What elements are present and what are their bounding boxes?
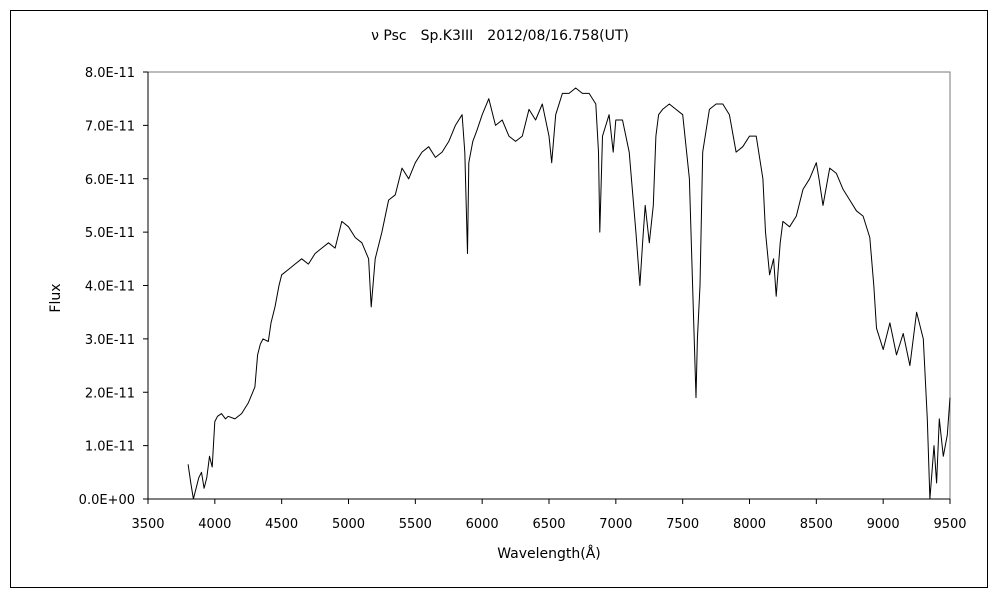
y-tick-label: 1.0E-11 [85,440,135,455]
x-tick-label: 4000 [198,517,231,532]
series-group [187,87,951,500]
y-tick-label: 5.0E-11 [85,226,135,241]
x-tick-label: 9500 [933,517,966,532]
x-tick-label: 5000 [332,517,365,532]
chart-title: ν Psc Sp.K3III 2012/08/16.758(UT) [371,28,629,44]
y-tick-label: 8.0E-11 [85,66,135,81]
x-tick-label: 8500 [800,517,833,532]
y-tick-label: 2.0E-11 [85,386,135,401]
y-tick-label: 7.0E-11 [85,119,135,134]
x-tick-label: 3500 [131,517,164,532]
y-tick-label: 0.0E+00 [79,493,135,508]
x-axis: 3500 4000 4500 5000 5500 6000 6500 7000 7500 8000… [131,498,967,532]
y-axis: 0.0E+00 1.0E-11 2.0E-11 3.0E-11 4.0E-11 5.0E-… [79,66,149,508]
x-tick-label: 9000 [867,517,900,532]
x-tick-label: 5500 [399,517,432,532]
x-tick-label: 4500 [265,517,298,532]
y-tick-label: 6.0E-11 [85,173,135,188]
chart-frame [10,10,988,588]
y-tick-label: 3.0E-11 [85,333,135,348]
x-tick-label: 7500 [666,517,699,532]
x-tick-label: 6500 [532,517,565,532]
y-tick-label: 4.0E-11 [85,280,135,295]
x-tick-label: 7000 [599,517,632,532]
x-axis-label: Wavelength(Å) [497,545,601,562]
y-axis-label: Flux [48,283,64,312]
x-tick-label: 8000 [733,517,766,532]
series-line [187,87,951,500]
x-tick-label: 6000 [466,517,499,532]
